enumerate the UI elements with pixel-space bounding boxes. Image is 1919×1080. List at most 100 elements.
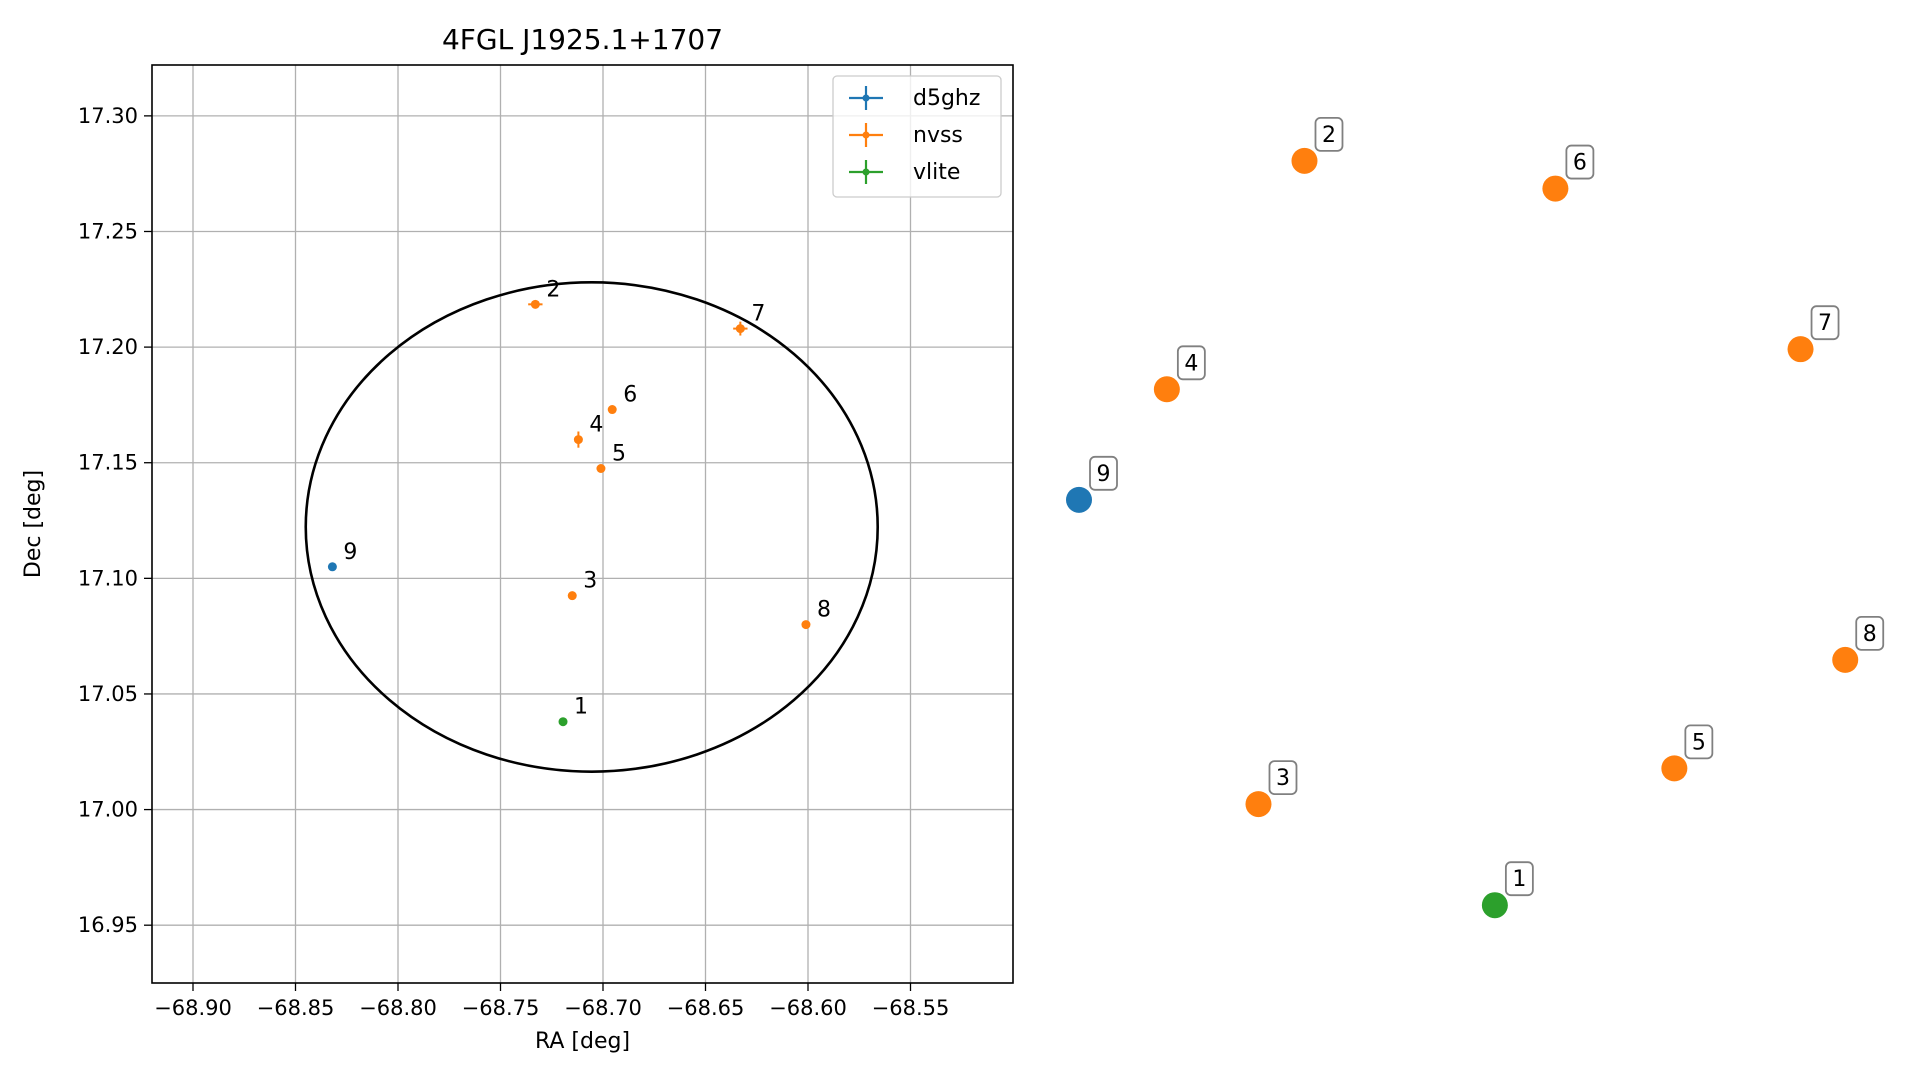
legend-swatch-dot — [862, 94, 870, 102]
y-tick-label: 17.15 — [78, 451, 138, 475]
legend-entry-d5ghz: d5ghz — [849, 86, 980, 111]
x-tick-label: −68.70 — [564, 996, 642, 1020]
layout-label-box — [1268, 760, 1298, 795]
layout-source-label: 5 — [1692, 730, 1706, 755]
x-tick-label: −68.80 — [359, 996, 437, 1020]
source-3: 3 — [567, 569, 597, 601]
layout-source-label: 7 — [1818, 311, 1832, 336]
legend-entry-vlite: vlite — [849, 160, 960, 185]
layout-source-label: 3 — [1276, 766, 1290, 791]
source-label: 5 — [612, 442, 626, 467]
x-tick-label: −68.85 — [257, 996, 335, 1020]
layout-source-label: 2 — [1322, 123, 1336, 148]
layout-label-box — [1314, 116, 1344, 152]
source-label: 7 — [751, 302, 765, 327]
source-9: 9 — [327, 540, 357, 572]
y-axis-label: Dec [deg] — [21, 470, 46, 578]
y-tick-label: 17.00 — [78, 798, 138, 822]
layout-source-marker — [1245, 791, 1272, 818]
source-2: 2 — [528, 277, 560, 309]
layout-source-label: 8 — [1863, 622, 1877, 647]
legend-label: vlite — [913, 160, 960, 185]
y-tick-label: 17.05 — [78, 682, 138, 706]
layout-source-6: 6 — [1542, 144, 1595, 202]
y-tick-label: 16.95 — [78, 913, 138, 937]
legend-swatch-dot — [862, 168, 870, 176]
source-marker — [567, 591, 577, 601]
source-8: 8 — [801, 598, 831, 630]
source-6: 6 — [607, 383, 637, 415]
source-label: 1 — [574, 695, 588, 720]
layout-source-label: 6 — [1573, 151, 1587, 176]
x-axis-label: RA [deg] — [535, 1029, 630, 1054]
source-1: 1 — [558, 695, 588, 727]
y-tick-label: 17.30 — [78, 104, 138, 128]
layout-source-marker — [1832, 646, 1859, 673]
layout-source-marker — [1542, 175, 1569, 202]
layout-source-marker — [1291, 147, 1318, 174]
y-tick-label: 17.10 — [78, 566, 138, 590]
layout-source-2: 2 — [1291, 116, 1344, 174]
source-5: 5 — [596, 442, 626, 474]
legend-box — [832, 75, 1002, 198]
layout-source-4: 4 — [1153, 345, 1206, 403]
layout-source-marker — [1153, 376, 1180, 403]
y-tick-label: 17.25 — [78, 219, 138, 243]
x-tick-label: −68.55 — [872, 996, 950, 1020]
layout-label-box — [1504, 861, 1534, 897]
source-points: 1 2 3 45 6 7 8 9 — [327, 277, 831, 727]
layout-source-label: 1 — [1512, 867, 1526, 892]
source-marker — [558, 717, 568, 727]
layout-source-5: 5 — [1661, 724, 1714, 782]
source-marker — [530, 299, 540, 309]
sky-map-panel: 1 2 3 45 6 7 8 9 −68.90 −68.85 −68.80 −68.75 −68.70… — [21, 23, 1014, 1054]
uncertainty-ellipse-layer — [304, 281, 879, 773]
legend: d5ghz nvss vlite — [832, 75, 1002, 198]
source-label: 6 — [623, 383, 637, 408]
y-tick-label: 17.20 — [78, 335, 138, 359]
layout-source-1: 1 — [1481, 861, 1534, 919]
layout-source-marker — [1481, 892, 1508, 919]
layout-source-label: 4 — [1184, 351, 1198, 376]
legend-swatch-dot — [862, 131, 870, 139]
x-tick-label: −68.75 — [462, 996, 540, 1020]
legend-entry-nvss: nvss — [849, 123, 963, 148]
layout-source-marker — [1787, 336, 1814, 363]
source-label: 3 — [583, 569, 597, 594]
layout-label-box — [1089, 455, 1118, 491]
layout-source-marker — [1066, 486, 1092, 513]
source-marker — [607, 405, 617, 415]
layout-label-box — [1176, 345, 1206, 381]
x-tick-label: −68.65 — [667, 996, 745, 1020]
legend-entries: d5ghz nvss vlite — [849, 86, 980, 185]
layout-source-9: 9 — [1066, 455, 1118, 513]
chart-title: 4FGL J1925.1+1707 — [442, 23, 723, 56]
x-tick-label: −68.90 — [154, 996, 232, 1020]
legend-label: d5ghz — [913, 86, 980, 111]
source-marker — [801, 620, 811, 630]
uncertainty-ellipse — [304, 281, 879, 773]
layout-label-box — [1810, 305, 1840, 341]
source-label: 4 — [589, 413, 603, 438]
source-label: 8 — [817, 598, 831, 623]
x-axis-ticks: −68.90 −68.85 −68.80 −68.75 −68.70 −68.65 −68.… — [154, 983, 949, 1020]
source-marker — [735, 324, 745, 334]
source-layout-panel: 1 2 3 4 5 6 7 8 9 — [1066, 116, 1885, 919]
plot-frame — [151, 64, 1014, 984]
source-marker — [573, 435, 583, 445]
grid — [152, 65, 1013, 983]
layout-label-box — [1855, 615, 1885, 651]
layout-source-7: 7 — [1787, 305, 1840, 363]
layout-source-marker — [1661, 755, 1688, 782]
legend-label: nvss — [913, 123, 963, 148]
y-axis-ticks: 16.95 17.00 17.05 17.10 17.15 17.20 17.25 17.30 — [78, 104, 152, 937]
source-7: 7 — [733, 302, 765, 336]
layout-source-label: 9 — [1097, 462, 1111, 487]
x-tick-label: −68.60 — [769, 996, 847, 1020]
source-label: 2 — [546, 277, 560, 302]
layout-label-box — [1565, 144, 1595, 180]
layout-source-8: 8 — [1832, 615, 1885, 673]
source-label: 9 — [343, 540, 357, 565]
layout-label-box — [1684, 724, 1714, 760]
